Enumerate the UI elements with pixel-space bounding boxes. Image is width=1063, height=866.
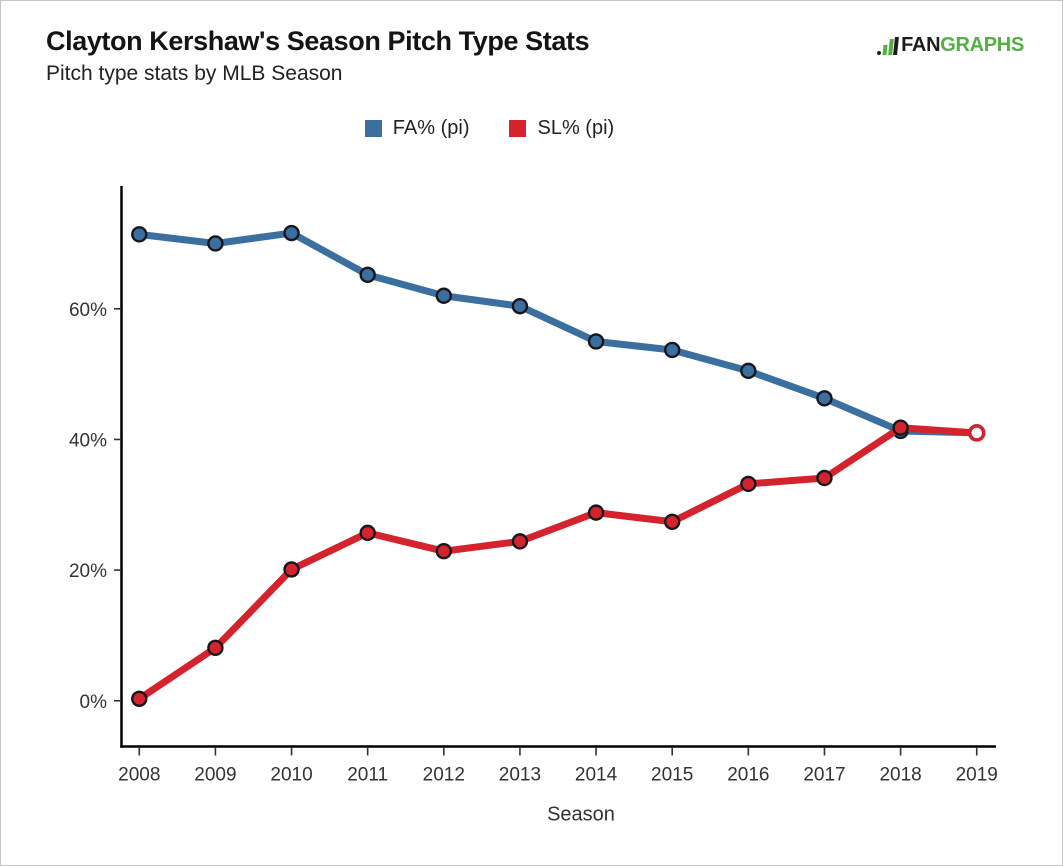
data-point-sl-2014[interactable] xyxy=(587,504,605,521)
logo-text-graphs: GRAPHS xyxy=(940,34,1024,56)
x-tick-label: 2018 xyxy=(879,765,921,786)
data-point-fa-2008[interactable] xyxy=(131,226,148,243)
x-axis-title: Season xyxy=(547,804,615,826)
data-point-fa-2017[interactable] xyxy=(816,390,833,407)
x-tick-label: 2014 xyxy=(575,765,618,786)
x-tick-label: 2009 xyxy=(194,765,236,786)
data-point-fa-2009[interactable] xyxy=(207,235,224,252)
data-point-sl-2008[interactable] xyxy=(131,690,148,708)
legend-item-sl[interactable]: SL% (pi) xyxy=(509,117,614,140)
data-point-fa-2016[interactable] xyxy=(740,362,757,380)
data-point-sl-2019[interactable] xyxy=(967,424,986,442)
data-point-sl-2011[interactable] xyxy=(359,524,376,542)
data-point-fa-2015[interactable] xyxy=(663,341,681,359)
data-point-sl-2015[interactable] xyxy=(663,513,681,530)
legend-swatch xyxy=(364,120,382,137)
data-point-sl-2012[interactable] xyxy=(435,542,453,560)
legend-label: SL% (pi) xyxy=(537,117,615,139)
data-point-fa-2010[interactable] xyxy=(283,224,300,242)
x-tick-label: 2010 xyxy=(270,765,312,786)
data-point-sl-2016[interactable] xyxy=(740,475,757,493)
data-point-fa-2012[interactable] xyxy=(435,287,453,304)
data-point-sl-2009[interactable] xyxy=(207,639,224,657)
y-tick-label: 0% xyxy=(80,692,108,713)
data-point-sl-2017[interactable] xyxy=(816,469,833,487)
chart-header: Clayton Kershaw's Season Pitch Type Stat… xyxy=(46,26,590,86)
data-point-fa-2011[interactable] xyxy=(359,266,376,284)
logo-text-fan: FAN xyxy=(901,34,941,56)
x-tick-label: 2008 xyxy=(118,765,160,786)
series-line-sl xyxy=(135,424,981,703)
data-point-sl-2018[interactable] xyxy=(892,419,909,436)
y-tick-label: 40% xyxy=(69,430,107,451)
x-tick-label: 2017 xyxy=(803,765,845,786)
data-point-sl-2010[interactable] xyxy=(283,561,300,578)
series-line-fa xyxy=(135,229,981,437)
y-tick-label: 60% xyxy=(69,300,107,321)
x-tick-label: 2019 xyxy=(956,765,998,786)
page-subtitle: Pitch type stats by MLB Season xyxy=(46,61,343,85)
legend-swatch xyxy=(509,120,527,137)
legend-label: FA% (pi) xyxy=(392,117,470,139)
chart-legend: FA% (pi) SL% (pi) xyxy=(1,117,1020,140)
x-tick-label: 2016 xyxy=(727,765,769,786)
y-tick-label: 20% xyxy=(69,561,107,582)
data-point-fa-2014[interactable] xyxy=(587,333,605,350)
legend-item-fa[interactable]: FA% (pi) xyxy=(364,117,470,140)
page-title: Clayton Kershaw's Season Pitch Type Stat… xyxy=(46,26,590,56)
x-tick-label: 2011 xyxy=(347,765,388,786)
data-point-sl-2013[interactable] xyxy=(511,533,529,550)
x-tick-label: 2012 xyxy=(423,765,465,786)
x-tick-label: 2015 xyxy=(651,765,693,786)
x-tick-label: 2013 xyxy=(499,765,541,786)
fangraphs-logo[interactable]: FANGRAPHS xyxy=(876,34,1024,56)
data-point-fa-2013[interactable] xyxy=(511,298,529,315)
